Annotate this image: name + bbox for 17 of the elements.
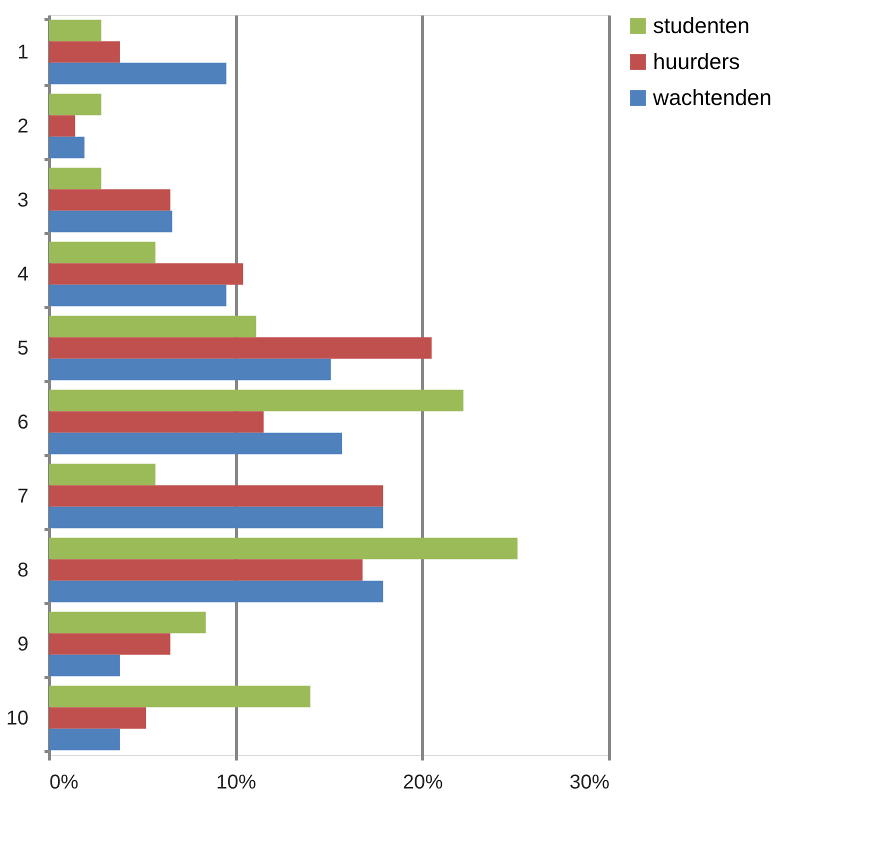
y-tick-label: 10 [6, 708, 28, 730]
x-tick-label: 0% [50, 772, 79, 794]
y-tick-label: 2 [17, 116, 28, 138]
y-tick-label: 1 [17, 42, 28, 64]
y-tick-label: 4 [17, 264, 28, 286]
y-tick-label: 7 [17, 486, 28, 508]
x-tick-label: 10% [216, 772, 256, 794]
y-tick-label: 3 [17, 190, 28, 212]
y-tick-label: 6 [17, 412, 28, 434]
x-tick-label: 30% [569, 772, 610, 794]
legend-label: wachtenden [652, 85, 772, 110]
legend-label: huurders [653, 49, 740, 74]
legend-label: studenten [653, 13, 750, 38]
x-tick-label: 20% [402, 772, 444, 794]
y-tick-label: 9 [17, 634, 28, 656]
y-tick-label: 8 [17, 560, 28, 582]
y-tick-label: 5 [17, 338, 28, 360]
